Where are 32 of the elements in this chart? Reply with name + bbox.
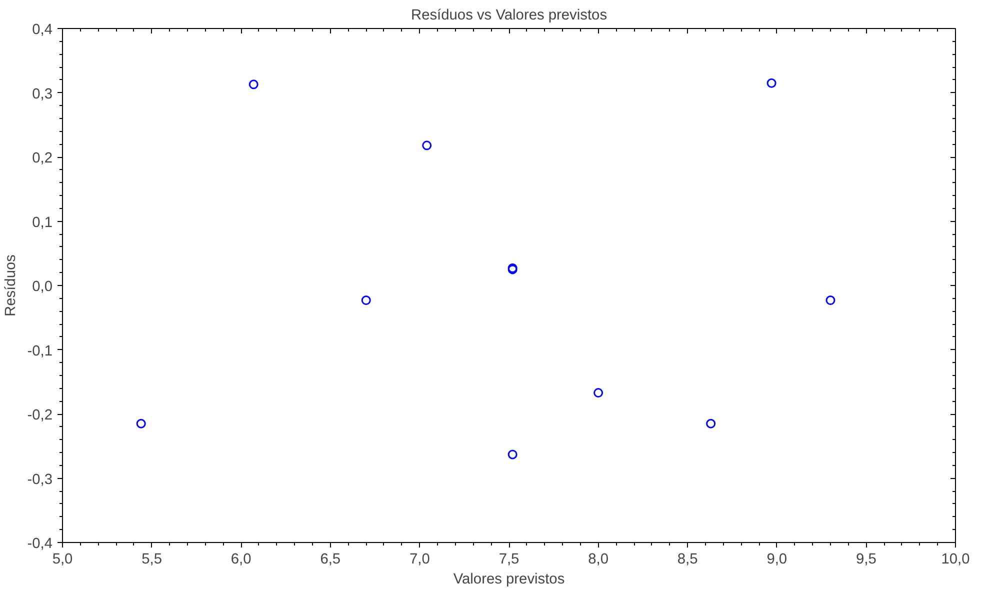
x-tick-label: 8,5 [677,552,698,568]
chart-title: Resíduos vs Valores previstos [410,8,608,24]
x-tick-label: 9,0 [766,552,788,568]
point [826,296,836,306]
x-axis-title: Valores previstos [453,572,565,588]
point [361,296,371,306]
y-tick-label: 0,3 [32,86,52,102]
y-tick-label: 0,0 [32,279,52,295]
x-tick-label: 9,5 [856,552,876,568]
x-tick-label: 7,0 [410,552,430,568]
point [422,140,432,150]
x-tick-label: 5,5 [142,552,162,568]
y-tick-label: 0,4 [32,22,52,38]
y-tick-label: -0,1 [27,343,53,360]
point [706,418,716,428]
y-tick-label: 0,2 [32,150,52,166]
x-tick-label: 10,0 [941,552,970,568]
y-axis-title: Resíduos [3,254,20,316]
x-tick-label: 6,0 [230,552,252,568]
y-tick-label: -0,2 [27,408,53,424]
y-tick-label: -0,3 [27,472,53,488]
point [594,388,604,398]
y-tick-label: 0,1 [32,214,52,231]
x-tick-label: 7,5 [498,552,520,568]
point [508,450,518,460]
point [248,80,258,90]
x-tick-label: 5,0 [52,552,73,568]
point [136,418,146,428]
point [766,78,776,88]
y-tick-label: -0,4 [27,536,53,552]
x-tick-label: 6,5 [320,552,341,568]
x-tick-label: 8,0 [588,552,608,568]
